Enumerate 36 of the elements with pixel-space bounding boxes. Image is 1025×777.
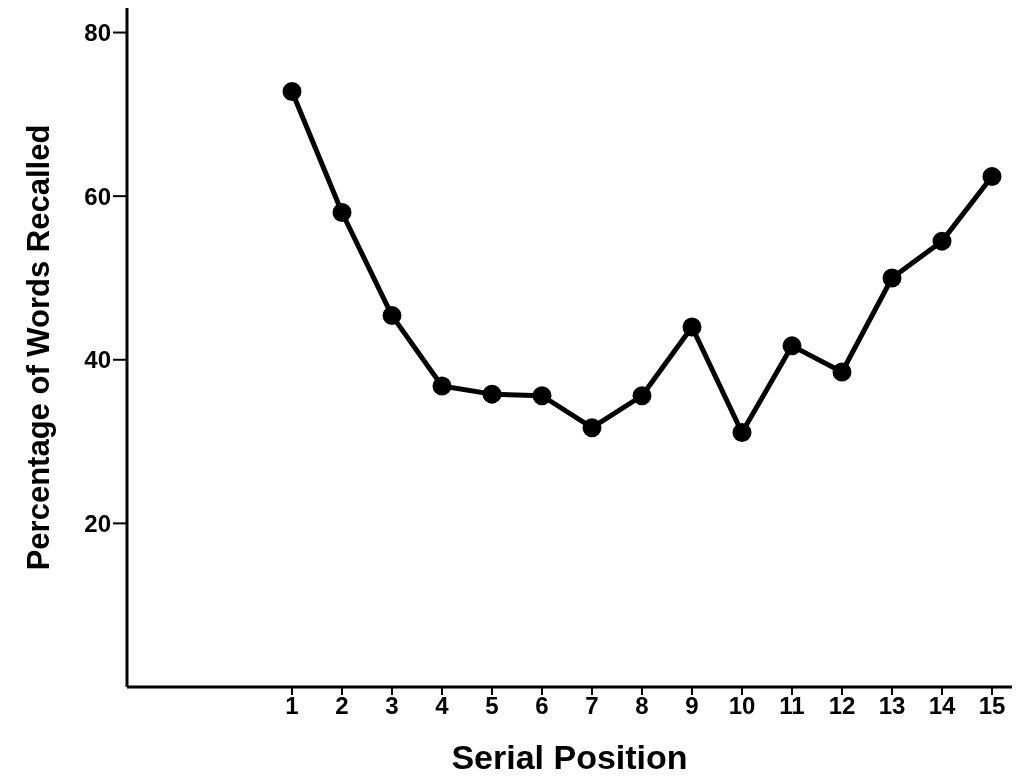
point [282,81,302,101]
y-axis-title: Percentage of Words Recalled [20,124,56,571]
x-tick-label: 11 [779,692,805,720]
point [432,376,452,396]
point [782,336,802,356]
x-tick-label: 2 [335,692,349,720]
point [882,268,902,288]
point [682,317,702,337]
y-tick-label: 80 [84,19,111,47]
x-tick-label: 8 [635,692,649,720]
point [382,306,402,326]
point [932,231,952,251]
x-tick-label: 7 [585,692,599,720]
x-tick-label: 9 [685,692,699,720]
x-axis-title: Serial Position [451,738,688,776]
point [482,384,502,404]
point [582,418,602,438]
x-tick-label: 10 [728,692,756,720]
x-tick-label: 4 [435,692,450,720]
y-tick-label: 60 [84,182,111,210]
x-tick-label: 5 [485,692,499,720]
point [732,423,752,443]
y-tick-label: 20 [84,509,111,537]
x-tick-label: 15 [978,692,1006,720]
x-tick-label: 1 [285,692,299,720]
x-tick-label: 14 [928,692,956,720]
point [532,386,552,406]
point [982,167,1002,187]
y-tick-label: 40 [84,346,111,374]
point [632,386,652,406]
point [332,203,352,223]
x-tick-label: 3 [385,692,399,720]
x-tick-label: 13 [878,692,906,720]
point [832,362,852,382]
x-tick-label: 6 [535,692,549,720]
x-tick-label: 12 [828,692,856,720]
